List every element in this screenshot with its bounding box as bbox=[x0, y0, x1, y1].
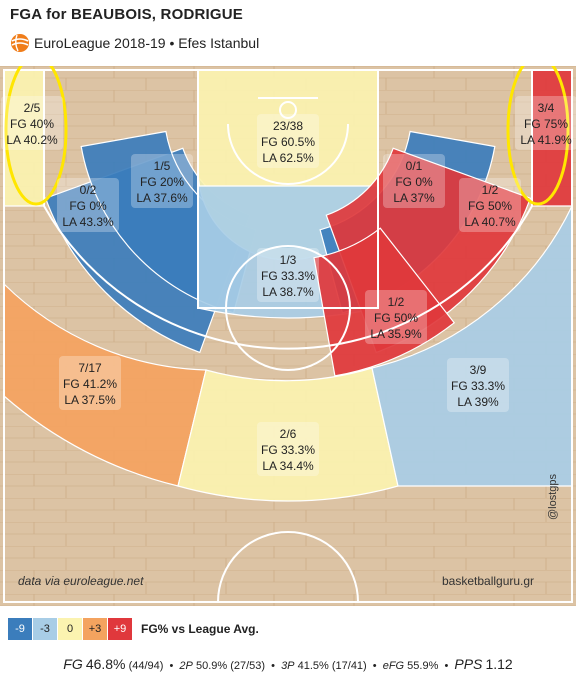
zone-fg-label: FG 40% bbox=[10, 117, 54, 131]
zone-la-label: LA 40.2% bbox=[6, 133, 58, 147]
source-credit: data via euroleague.net bbox=[18, 574, 144, 588]
fg-label: FG bbox=[63, 656, 83, 672]
three-value: 41.5% bbox=[297, 660, 329, 672]
zone-label-box bbox=[131, 154, 193, 208]
zone-attempts-label: 23/38 bbox=[273, 119, 303, 133]
zone-attempts-label: 7/17 bbox=[78, 361, 102, 375]
zone-la-label: LA 37% bbox=[393, 191, 435, 205]
separator: • bbox=[271, 660, 275, 672]
legend-swatch-zero: 0 bbox=[58, 618, 82, 640]
legend-swatch-plus3: +3 bbox=[83, 618, 107, 640]
zone-label-box bbox=[257, 422, 319, 476]
zone-la-label: LA 35.9% bbox=[370, 327, 422, 341]
zone-la-label: LA 39% bbox=[457, 395, 499, 409]
zone-attempts-label: 1/2 bbox=[482, 183, 499, 197]
zone-label-box bbox=[1, 96, 63, 150]
two-detail: (27/53) bbox=[230, 660, 266, 672]
zone-la-label: LA 62.5% bbox=[262, 151, 314, 165]
zone-label-box bbox=[459, 178, 521, 232]
two-value: 50.9% bbox=[195, 660, 228, 672]
zone-fg-label: FG 33.3% bbox=[451, 379, 505, 393]
handle-credit: @lostgps bbox=[547, 473, 559, 520]
highlight-ellipse-left-corner-3 bbox=[4, 66, 68, 206]
zone-la-label: LA 37.6% bbox=[136, 191, 188, 205]
center-circle bbox=[217, 531, 359, 603]
zone-fg-label: FG 75% bbox=[524, 117, 568, 131]
pps-label: PPS bbox=[454, 656, 483, 672]
zone-fg-label: FG 0% bbox=[69, 199, 107, 213]
zone-attempts-label: 1/3 bbox=[280, 253, 297, 267]
site-credit: basketballguru.gr bbox=[442, 574, 535, 588]
zone-label-box bbox=[447, 358, 509, 412]
three-point-arc bbox=[43, 205, 533, 350]
zone-fg-label: FG 20% bbox=[140, 175, 184, 189]
zone-label-box bbox=[257, 248, 319, 302]
fg-value: 46.8% bbox=[85, 656, 126, 672]
zone-right-elbow-mid bbox=[313, 227, 456, 377]
fg-detail: (44/94) bbox=[128, 660, 164, 672]
page-title: FGA for BEAUBOIS, RODRIGUE bbox=[10, 6, 243, 23]
zone-label-box bbox=[383, 154, 445, 208]
zone-fg-label: FG 0% bbox=[395, 175, 433, 189]
separator: • bbox=[444, 660, 449, 672]
zone-attempts-label: 2/6 bbox=[280, 427, 297, 441]
zone-la-label: LA 43.3% bbox=[62, 215, 114, 229]
separator: • bbox=[169, 660, 174, 672]
zone-fg-label: FG 33.3% bbox=[261, 269, 315, 283]
legend-swatch-minus9: -9 bbox=[8, 618, 32, 640]
zone-label-box bbox=[365, 290, 427, 344]
euroleague-logo-icon bbox=[11, 34, 29, 52]
zone-la-label: LA 41.9% bbox=[520, 133, 572, 147]
zone-label-box bbox=[515, 96, 576, 150]
zone-right-wing-3 bbox=[371, 205, 573, 487]
zone-fg-label: FG 50% bbox=[374, 311, 418, 325]
zone-attempts-label: 2/5 bbox=[24, 101, 41, 115]
zone-fg-label: FG 41.2% bbox=[63, 377, 117, 391]
legend-label: FG% vs League Avg. bbox=[141, 622, 259, 636]
zone-attempts-label: 3/4 bbox=[538, 101, 555, 115]
shot-chart: 2/5 FG 40% LA 40.2% 0/2 FG 0% LA 43.3% 1/5 FG 2… bbox=[0, 66, 576, 606]
color-legend: -9 -3 0 +3 +9 FG% vs League Avg. bbox=[8, 618, 259, 640]
separator: • bbox=[372, 660, 377, 672]
zone-fg-label: FG 60.5% bbox=[261, 135, 315, 149]
hoop bbox=[279, 101, 297, 119]
two-label: 2P bbox=[179, 660, 193, 672]
zone-attempts-label: 3/9 bbox=[470, 363, 487, 377]
zone-attempts-label: 0/2 bbox=[80, 183, 97, 197]
legend-swatch-plus9: +9 bbox=[108, 618, 132, 640]
zone-fg-label: FG 33.3% bbox=[261, 443, 315, 457]
free-throw-circle bbox=[225, 245, 351, 371]
zone-attempts-label: 1/5 bbox=[154, 159, 171, 173]
zone-la-label: LA 34.4% bbox=[262, 459, 314, 473]
zone-label-box bbox=[59, 356, 121, 410]
restricted-arc bbox=[227, 123, 349, 185]
legend-swatch-minus3: -3 bbox=[33, 618, 57, 640]
highlight-ellipse-right-corner-3 bbox=[506, 66, 570, 206]
zone-label-box bbox=[257, 114, 319, 168]
three-detail: (17/41) bbox=[331, 660, 367, 672]
efg-value: 55.9% bbox=[407, 660, 439, 672]
zone-label-box bbox=[57, 178, 119, 232]
pps-value: 1.12 bbox=[485, 656, 513, 672]
zone-la-label: LA 38.7% bbox=[262, 285, 314, 299]
paint-key bbox=[197, 69, 379, 309]
zone-attempts-label: 1/2 bbox=[388, 295, 405, 309]
zone-la-label: LA 37.5% bbox=[64, 393, 116, 407]
page-subtitle: EuroLeague 2018-19 • Efes Istanbul bbox=[34, 35, 260, 51]
three-label: 3P bbox=[281, 660, 295, 672]
zone-attempts-label: 0/1 bbox=[406, 159, 423, 173]
stats-footer: FG 46.8% (44/94) • 2P 50.9% (27/53) • 3P… bbox=[0, 656, 576, 672]
efg-label: eFG bbox=[382, 660, 405, 672]
zone-la-label: LA 40.7% bbox=[464, 215, 516, 229]
zone-fg-label: FG 50% bbox=[468, 199, 512, 213]
